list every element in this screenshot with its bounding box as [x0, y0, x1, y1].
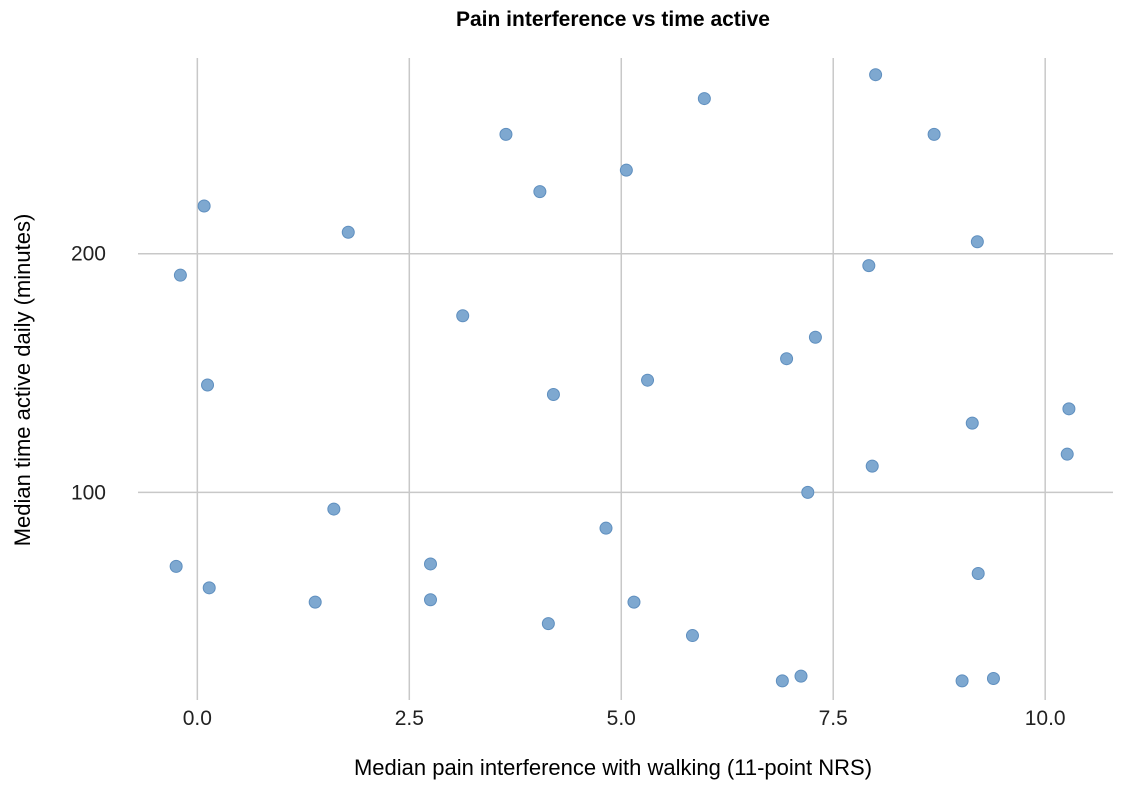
x-tick-label: 10.0	[1025, 707, 1066, 730]
data-point	[697, 92, 711, 106]
data-point	[1062, 402, 1076, 416]
x-axis-title: Median pain interference with walking (1…	[354, 755, 872, 780]
y-tick-label: 200	[71, 243, 106, 266]
data-point	[775, 674, 789, 688]
data-point	[201, 378, 215, 392]
x-tick-label: 2.5	[395, 707, 424, 730]
data-point	[801, 485, 815, 499]
data-point	[341, 225, 355, 239]
data-point	[780, 352, 794, 366]
data-points	[169, 68, 1076, 688]
data-point	[986, 672, 1000, 686]
data-point	[685, 629, 699, 643]
data-point	[1060, 447, 1074, 461]
grid-lines	[138, 58, 1113, 700]
data-point	[308, 595, 322, 609]
data-point	[546, 388, 560, 402]
data-point	[499, 127, 513, 141]
data-point	[865, 459, 879, 473]
data-point	[197, 199, 211, 213]
data-point	[424, 557, 437, 571]
x-tick-label: 0.0	[183, 707, 212, 730]
data-point	[599, 521, 613, 535]
data-point	[869, 68, 883, 82]
data-point	[808, 330, 822, 344]
data-point	[619, 163, 633, 177]
data-point	[202, 581, 216, 595]
tick-labels: 0.0 2.5 5.0 7.5 10.0 100 200	[71, 243, 1066, 730]
data-point	[927, 127, 941, 141]
data-point	[965, 416, 979, 430]
data-point	[173, 268, 187, 282]
data-point	[424, 593, 437, 607]
data-point	[971, 567, 985, 581]
data-point	[456, 309, 470, 323]
data-point	[862, 259, 876, 273]
y-tick-label: 100	[71, 481, 106, 504]
x-tick-label: 5.0	[607, 707, 636, 730]
data-point	[533, 185, 547, 199]
data-point	[541, 617, 555, 631]
data-point	[627, 595, 641, 609]
data-point	[955, 674, 969, 688]
data-point	[794, 669, 808, 683]
data-point	[970, 235, 984, 249]
data-point	[327, 502, 341, 516]
data-point	[641, 373, 655, 387]
chart-title: Pain interference vs time active	[456, 8, 770, 31]
x-tick-label: 7.5	[819, 707, 848, 730]
y-axis-title: Median time active daily (minutes)	[10, 214, 35, 547]
data-point	[169, 559, 183, 573]
